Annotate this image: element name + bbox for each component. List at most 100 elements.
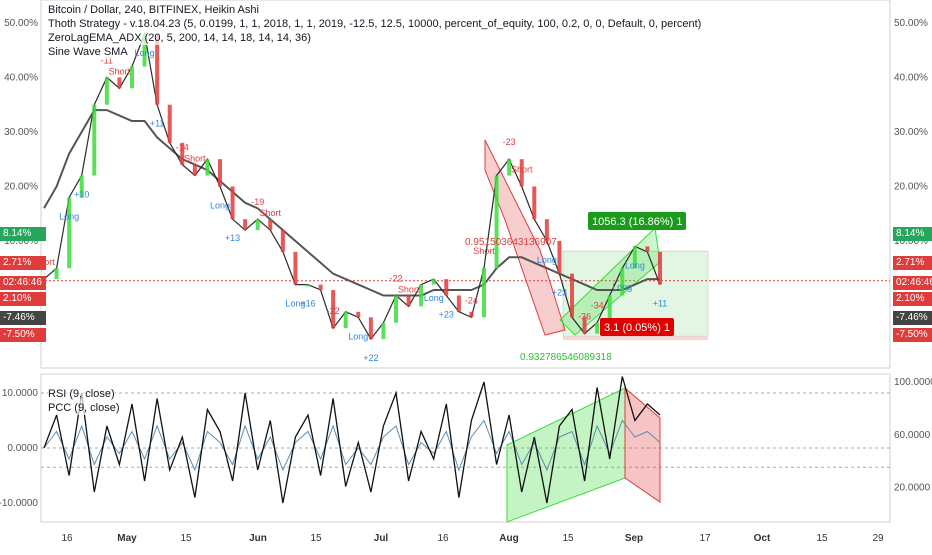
signal-label-short: -34 [591, 301, 604, 311]
candle [218, 159, 222, 187]
signal-label-long: Long [537, 255, 557, 265]
signal-label-long: +11 [150, 119, 165, 129]
legend-symbol[interactable]: Bitcoin / Dollar, 240, BITFINEX, Heikin … [48, 3, 259, 17]
time-tick: Jul [374, 533, 389, 544]
signal-label-long: +23 [439, 309, 454, 319]
candle [142, 33, 147, 67]
candle [494, 175, 499, 269]
signal-label-long: +11 [653, 299, 668, 309]
legend-sinewave[interactable]: Sine Wave SMA [48, 45, 128, 59]
time-tick: 17 [699, 533, 711, 544]
tag-right-3: 2.10% [893, 292, 932, 306]
candle [280, 230, 285, 252]
tag-left-1: 2.71% [0, 256, 46, 270]
candle [192, 164, 197, 176]
candle [519, 159, 524, 187]
profit-label: 1056.3 (16.86%) 1 [592, 216, 683, 228]
candle [456, 295, 461, 312]
ma-line [43, 109, 660, 297]
candle [167, 104, 172, 143]
candle [67, 197, 72, 269]
signal-label-short: -11 [101, 55, 113, 65]
osc-tick-right: 100.0000 [894, 377, 932, 388]
price-tick-left: 20.00% [4, 181, 38, 192]
time-tick: 29 [872, 533, 884, 544]
signal-label-short: Short [398, 284, 420, 294]
signal-label-short: -24 [465, 295, 478, 305]
candle [469, 311, 474, 318]
candle [381, 322, 386, 340]
legend-strategy[interactable]: Thoth Strategy - v.18.04.23 (5, 0.0199, … [48, 17, 702, 31]
legend-rsi[interactable]: RSI (9, close) [48, 387, 115, 401]
time-tick: Sep [625, 533, 643, 544]
signal-label-long: Long [135, 48, 155, 58]
signal-label-short: Short [511, 164, 533, 174]
candle [104, 77, 109, 105]
candle [306, 284, 310, 287]
osc-tick-left: 0.0000 [7, 443, 38, 454]
candle [117, 77, 122, 89]
candle [444, 279, 449, 296]
price-tick-right: 50.00% [894, 18, 928, 29]
price-tick-left: 50.00% [4, 18, 38, 29]
signal-label-long: +16 [300, 299, 315, 309]
legend-zerolag[interactable]: ZeroLagEMA_ADX (20, 5, 200, 14, 14, 18, … [48, 31, 311, 45]
candle [368, 317, 373, 340]
signal-label-long: Long [210, 200, 230, 210]
tag-left-0: 8.14% [0, 227, 46, 241]
price-tick-right: 20.00% [894, 181, 928, 192]
candle [293, 251, 298, 285]
candle [431, 279, 436, 285]
bear-channel [484, 139, 566, 336]
time-tick: 15 [310, 533, 322, 544]
signal-label-short: Short [184, 154, 206, 164]
candle [419, 284, 424, 307]
candle [54, 268, 59, 280]
price-tick-right: 30.00% [894, 127, 928, 138]
tag-right-2: 02:46:46 [893, 276, 932, 290]
candle [406, 295, 411, 307]
loss-zone [563, 336, 708, 341]
signal-label-long: +22 [363, 353, 378, 363]
candle [595, 322, 600, 334]
signal-label-short: -23 [503, 137, 516, 147]
annotation-green-value: 0.932786546089318 [520, 352, 612, 363]
candle [645, 246, 650, 252]
candle [243, 219, 248, 231]
candle [394, 295, 398, 323]
price-tick-left: 30.00% [4, 127, 38, 138]
signal-label-short: -14 [176, 143, 189, 153]
legend-pcc[interactable]: PCC (9, close) [48, 401, 120, 415]
osc-tick-right: 60.0000 [894, 430, 931, 441]
candle [356, 311, 361, 318]
osc-tick-right: 20.0000 [894, 483, 931, 494]
time-tick: Aug [499, 533, 518, 544]
signal-label-long: +13 [225, 233, 240, 243]
price-tick-right: 40.00% [894, 72, 928, 83]
candle [92, 104, 97, 176]
candle [155, 33, 160, 105]
candle [507, 159, 512, 176]
loss-label-bg [600, 318, 674, 336]
signal-label-long: Long [612, 282, 632, 292]
candle [79, 175, 84, 198]
signal-label-long: Long [59, 211, 79, 221]
tag-right-0: 8.14% [893, 227, 932, 241]
price-tick-left: 40.00% [4, 72, 38, 83]
tag-right-1: 2.71% [893, 256, 932, 270]
signal-label-short: -22 [327, 306, 340, 316]
tag-right-5: -7.50% [893, 328, 932, 342]
candle [532, 186, 537, 220]
signal-label-short: -19 [251, 197, 264, 207]
price-tick-left: 10.00% [4, 236, 38, 247]
main-pane [40, 0, 891, 369]
loss-label: 3.1 (0.05%) 1 [604, 322, 670, 334]
signal-label-long: +10 [74, 190, 89, 200]
candle [658, 251, 662, 285]
candle [482, 268, 486, 318]
signal-label-short: -36 [578, 312, 591, 322]
tag-left-3: 2.10% [0, 292, 46, 306]
time-tick: Jun [249, 533, 267, 544]
time-tick: 15 [816, 533, 828, 544]
signal-label-short: Short [473, 246, 495, 256]
